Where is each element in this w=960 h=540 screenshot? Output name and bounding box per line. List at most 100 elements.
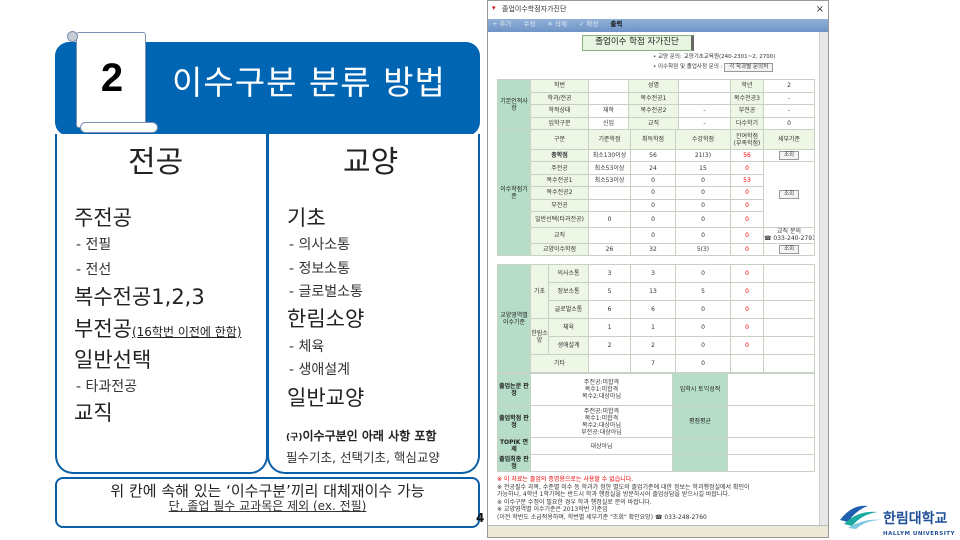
window-menu-icon[interactable]: ▾ [492,4,496,12]
liberal-item: 일반교양 [287,386,365,410]
judge-value2 [727,437,815,455]
old-note-text: 이수구분인 아래 사항 포함 [302,429,437,443]
table-row: 부전공 0 0 0 [498,198,815,212]
lookup-button[interactable]: 조회 [778,151,800,161]
cell: 부전공 [530,198,589,212]
table-row: 졸업학점 판정 주전공:미합격 복수1:미합격 복수2:대상아님 부전공:대상아님 평점평… [497,405,815,438]
cell: 다수학기 [730,116,764,130]
cell: 56 [630,148,676,163]
judge-value-line: 부전공:대상아님 [581,428,622,436]
judge-value-line: 복수1:미합격 [584,386,619,393]
minor-note: (16학번 이전에 한함) [131,325,242,339]
vertical-scrollbar[interactable] [819,32,828,526]
cell: 6 [630,300,676,319]
teaching-phone: ☎ 033-240-2791 [764,235,815,243]
cell: 교양이수학점 [530,242,589,257]
scroll-bottom-icon [80,122,158,133]
lookup-button[interactable]: 조회 [778,245,800,255]
confirm-button[interactable]: ✓ 확정 [578,20,599,28]
cell: 재학 [588,104,629,118]
self-diagnosis-window: ▾ 졸업이수학점자가진단 × + 추가 수정 ✕ 삭제 ✓ 확정 출력 졸업이수 학… [487,0,829,538]
cell: 6 [588,300,631,319]
page-number: 4 [476,511,485,525]
major-item: 복수전공1,2,3 [74,285,205,309]
liberal-item: - 글로벌소통 [289,284,363,300]
major-heading: 전공 [128,145,184,180]
cell: 복수전공2 [628,104,679,118]
close-button[interactable]: × [815,4,824,15]
minor-label: 부전공 [74,317,132,341]
delete-button[interactable]: ✕ 삭제 [547,20,567,28]
cell: 교직 [628,116,679,130]
cell: 0 [675,318,731,337]
hallym-logo-icon [840,505,882,529]
credits-label: 이수학점기준 [497,128,531,257]
cell: 0 [630,198,676,212]
cell: - [678,104,731,118]
judge-value-line: 복수1:미합격 [584,414,619,422]
judge-value: 주전공:미합격 복수1:미합격 복수2:대상아님 부전공:대상아님 [530,405,673,438]
table-row: 주전공 최소53이상 24 15 0 조회 [498,161,815,228]
cell: 0 [675,210,731,228]
cell: 0 [730,186,764,200]
scroll-icon [76,32,146,128]
window-titlebar: ▾ 졸업이수학점자가진단 × [488,1,828,19]
cell: 정보소통 [548,282,589,301]
blank-cell [763,282,815,301]
cell: 0 [630,210,676,228]
substitution-note-box: 위 칸에 속해 있는 ‘이수구분’끼리 대체재이수 가능 단, 졸업 필수 교과… [55,477,480,528]
cell: 3 [588,264,631,283]
cell: 56 [730,148,764,163]
judge-value [530,454,673,472]
judge-value2 [727,454,815,472]
note-line: 가능하니, 4학년 1학기에는 반드시 학과 행정실을 방문하시어 졸업상담을 … [497,491,730,498]
form-header: 졸업이수 학점 자가진단 [582,35,694,51]
logo-name: 한림대학교 [883,511,948,527]
judge-label: TOPIK 면제 [497,437,531,455]
edit-button[interactable]: 수정 [523,20,536,28]
judge-value2 [727,405,815,438]
judge-value-line: 복수2:대상아님 [582,393,621,400]
cell: 최소130이상 [588,148,631,163]
detail-cell: 조회 [763,242,815,257]
old-prefix: (구) [286,433,303,443]
liberal-item: - 생애설계 [289,362,351,378]
blank-cell [763,264,815,283]
cell: 0 [630,226,676,244]
cell: 0 [588,210,631,228]
cell: 부전공 [730,104,764,118]
column-header: 잔여학점 (부족학점) [730,129,764,150]
judge-value-line: 주전공:미합격 [583,407,620,415]
judge-label: 졸업학점 판정 [497,405,531,438]
column-header: 기준학점 [588,129,631,150]
detail-cell: 조회 [763,148,815,163]
liberal-item: - 의사소통 [289,237,351,253]
group-label: 한림소양 [530,318,549,355]
old-category-list: 필수기초, 선택기초, 핵심교양 [286,450,440,465]
judge-value: 대상아님 [530,437,673,455]
logo-english: HALLYM UNIVERSITY [883,531,955,537]
judge-label2: 평점평균 [672,405,728,438]
cell: 글로벌소통 [548,300,589,319]
cell: 기타 [530,354,589,373]
add-button[interactable]: + 추가 [492,20,512,28]
notes-area: ※ 이 자료는 졸업의 증명용으로는 사용할 수 없습니다. ※ 전공필수 과목,… [497,476,814,521]
old-category-note: (구)이수구분인 아래 사항 포함 [286,429,437,444]
dept-contact-button[interactable]: 각 학과별 문의처 [724,63,774,72]
cell [730,354,764,373]
liberal-item: 한림소양 [287,307,365,331]
judge-label2: 입학시 토익성적 [672,373,728,406]
cell: 0 [675,300,731,319]
cell: 최소53이상 [588,173,631,188]
major-item: 일반선택 [74,348,152,372]
table-row: 기타 7 0 [498,354,815,373]
liberal-contact-note: • 교양 문의: 교양기초교육원(240-2301~2, 2700) [653,54,776,60]
section-number: 2 [100,56,124,100]
liberal-column [267,134,480,474]
print-button[interactable]: 출력 [610,20,623,28]
lookup-button[interactable]: 조회 [778,190,800,200]
toolbar: + 추가 수정 ✕ 삭제 ✓ 확정 출력 [488,19,828,32]
cell: 0 [675,336,731,355]
cell: 복수전공1 [628,91,679,105]
cell: 생애설계 [548,336,589,355]
